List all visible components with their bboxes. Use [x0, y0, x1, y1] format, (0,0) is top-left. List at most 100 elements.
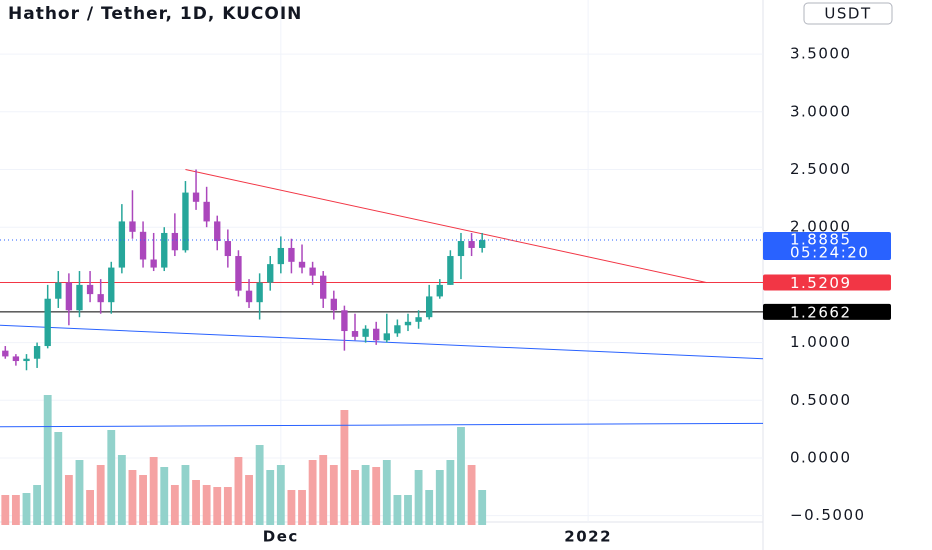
candle-body	[436, 284, 443, 297]
currency-button[interactable]	[803, 2, 893, 25]
candle-body	[330, 298, 337, 311]
x-tick-label: Dec	[263, 528, 299, 546]
candle-body	[214, 221, 221, 242]
volume-bar	[393, 495, 402, 525]
volume-bar	[1, 495, 10, 525]
volume-bar	[117, 455, 126, 525]
trend-line	[0, 422, 764, 428]
candle-body	[245, 290, 253, 303]
candle-body	[373, 328, 380, 341]
candle-body	[478, 240, 486, 248]
candle-body	[23, 358, 30, 362]
y-tick-label: 2.5000	[790, 160, 852, 178]
candle-body	[288, 247, 295, 262]
volume-bar	[467, 465, 476, 525]
level-label-box	[763, 303, 891, 320]
volume-bar	[75, 460, 84, 525]
level-label-box	[763, 274, 891, 291]
volume-bar	[404, 495, 412, 525]
candle-body	[394, 325, 401, 334]
volume-bar	[425, 490, 434, 525]
candle-body	[224, 241, 232, 257]
countdown: 05:24:20	[790, 244, 869, 262]
candle-body	[277, 247, 285, 265]
volume-bar	[414, 470, 423, 525]
volume-bar	[22, 493, 31, 525]
candle-body	[298, 261, 306, 268]
candle-body	[2, 350, 9, 357]
candle-body	[415, 317, 422, 322]
volume-bar	[11, 495, 20, 525]
volume-bar	[382, 460, 391, 525]
candle-body	[362, 328, 369, 337]
volume-bar	[245, 475, 253, 525]
candle-body	[341, 310, 348, 332]
volume-bar	[170, 485, 179, 525]
volume-bar	[435, 470, 444, 525]
volume-bar	[340, 410, 349, 525]
candle-body	[267, 264, 274, 283]
candle-body	[404, 321, 412, 326]
volume-bar	[287, 490, 296, 525]
candle-body	[468, 241, 475, 248]
chart-title: Hathor / Tether, 1D, KUCOIN	[8, 4, 302, 24]
last-price-box	[763, 232, 891, 261]
candle-body	[426, 296, 433, 318]
volume-bar	[181, 465, 190, 525]
volume-bar	[160, 467, 169, 525]
y-tick-label: 2.0000	[790, 218, 852, 236]
candle-body	[351, 331, 359, 337]
volume-bar	[478, 490, 487, 525]
volume-bar	[351, 470, 359, 525]
y-tick-label: 0.0000	[790, 448, 852, 466]
trend-line	[0, 324, 764, 360]
volume-bar	[234, 457, 243, 525]
candle-body	[203, 201, 210, 222]
volume-bar	[96, 465, 105, 525]
y-tick-label: 3.5000	[790, 45, 852, 63]
trend-line	[185, 169, 707, 284]
candle-body	[235, 256, 242, 291]
candle-body	[86, 284, 94, 295]
volume-bar	[319, 455, 328, 525]
volume-bar	[266, 470, 275, 525]
candle-body	[139, 231, 147, 260]
candle-body	[33, 346, 41, 359]
candle-body	[171, 232, 179, 251]
volume-bar	[149, 457, 158, 525]
volume-bar	[298, 490, 306, 525]
candle-body	[182, 192, 189, 251]
candle-body	[97, 294, 104, 303]
level-label: 1.2662	[790, 303, 852, 321]
candle-body	[309, 267, 316, 276]
volume-bar	[276, 465, 285, 525]
candle-body	[108, 267, 115, 303]
candle-body	[76, 284, 83, 311]
volume-bar	[107, 430, 116, 525]
volume-bar	[33, 485, 42, 525]
volume-bar	[202, 485, 211, 525]
currency-label[interactable]: USDT	[824, 5, 871, 23]
y-tick-label: 3.0000	[790, 102, 852, 120]
candle-body	[457, 241, 465, 257]
candle-body	[65, 282, 73, 311]
x-tick-label: 2022	[564, 528, 612, 546]
volume-bar	[329, 465, 338, 525]
candle-body	[383, 333, 390, 341]
volume-bar	[223, 487, 232, 525]
volume-bar	[86, 490, 94, 525]
volume-bar	[43, 395, 52, 525]
volume-bar	[192, 480, 200, 525]
volume-bar	[308, 460, 317, 525]
volume-bar	[361, 465, 370, 525]
level-label: 1.5209	[790, 274, 852, 292]
candle-body	[447, 256, 454, 285]
candle-body	[12, 356, 20, 362]
candle-body	[192, 192, 200, 202]
volume-bar	[372, 467, 381, 525]
volume-bar	[446, 460, 455, 525]
volume-bar	[128, 470, 137, 525]
volume-bar	[255, 445, 264, 525]
candle-body	[44, 298, 51, 347]
